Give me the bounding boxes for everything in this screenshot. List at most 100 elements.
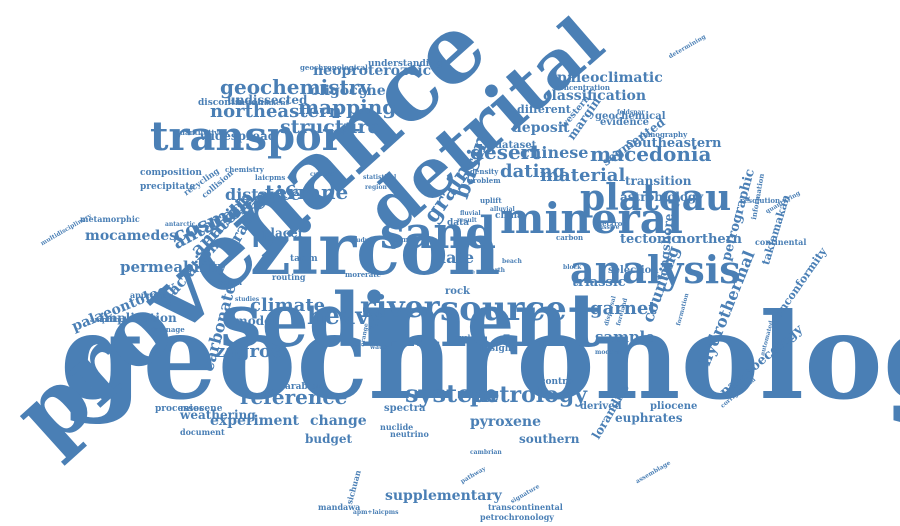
cloud-word: pliocene (650, 400, 698, 412)
cloud-word: time (395, 235, 413, 245)
cloud-word: weathering (180, 408, 256, 423)
cloud-word: apm+laicpms (353, 509, 399, 517)
cloud-word: amphibole (90, 315, 132, 325)
cloud-word: paleoclimatic (557, 69, 663, 86)
cloud-word: pathway (459, 465, 488, 486)
cloud-word: quantitative (175, 128, 223, 138)
cloud-word: geochronology (60, 287, 900, 427)
cloud-word: continental (755, 237, 807, 248)
cloud-word: insight (480, 343, 516, 354)
cloud-word: sample (595, 327, 655, 346)
cloud-word: plateau (580, 177, 732, 220)
cloud-word: southern (519, 432, 580, 447)
cloud-word: geochronological (300, 63, 368, 73)
cloud-word: desert (470, 139, 541, 164)
cloud-word: petrology (470, 381, 588, 408)
cloud-word: material (540, 165, 626, 187)
cloud-word: precipitate (140, 181, 196, 192)
cloud-word: river (360, 290, 440, 326)
cloud-word: resolution (740, 196, 781, 206)
cloud-word: beach (502, 258, 522, 266)
cloud-word: transcontinental (488, 502, 563, 513)
cloud-word: density (470, 167, 499, 177)
cloud-word: heavy (307, 301, 384, 331)
cloud-word: region (365, 184, 387, 192)
cloud-word: concentration (555, 83, 610, 93)
cloud-word: placer (262, 226, 304, 241)
cloud-word: problem (468, 176, 501, 186)
cloud-word: euphrates (615, 411, 683, 426)
cloud-word: processes (155, 403, 205, 414)
cloud-word: discontinuous (198, 97, 270, 108)
cloud-word: northern (677, 232, 742, 248)
cloud-word: document (180, 427, 225, 438)
cloud-word: transition (625, 174, 692, 189)
cloud-word: composition (140, 167, 202, 178)
cloud-word: rock (445, 285, 470, 297)
cloud-word: petrochronology (480, 512, 554, 523)
cloud-word: classification (543, 87, 647, 104)
cloud-word: sichuan (344, 469, 363, 506)
cloud-word: terrane (265, 179, 349, 204)
cloud-word: spectra (384, 402, 426, 414)
cloud-word: more (345, 270, 366, 280)
cloud-word: earth (487, 267, 505, 275)
cloud-word: laicpms (255, 173, 286, 183)
cloud-word: neutrino (390, 429, 429, 440)
cloud-word: dating (500, 161, 566, 183)
cloud-word: arabian (285, 381, 324, 392)
cloud-word: geochemical (595, 110, 666, 122)
cloud-word: electron (595, 219, 628, 229)
cloud-word: china (495, 210, 523, 221)
cloud-word: routing (272, 272, 306, 283)
cloud-word: chemistry (225, 165, 264, 175)
cloud-word: southeastern (626, 136, 722, 152)
cloud-word: measurement (235, 98, 289, 108)
cloud-word: rate (365, 270, 381, 280)
cloud-word: chinese (520, 142, 589, 162)
cloud-word: result (457, 217, 477, 225)
cloud-word: distance (225, 184, 301, 204)
cloud-word: sediment (220, 278, 602, 365)
cloud-word: mandawa (318, 502, 361, 513)
cloud-word: model (235, 314, 277, 329)
cloud-word: cycle (455, 333, 475, 343)
cloud-word: fluvial (460, 210, 481, 218)
cloud-word: cunene (310, 171, 335, 179)
cloud-word: tectonic (620, 232, 680, 248)
cloud-word: source (440, 289, 567, 330)
cloud-word: system (405, 379, 498, 409)
cloud-word: geochemistry (220, 74, 371, 99)
cloud-word: mocamedes (85, 227, 178, 244)
cloud-word: alluvial (490, 206, 515, 214)
cloud-word: understanding (368, 58, 442, 69)
cloud-word: sand (380, 207, 497, 259)
cloud-word: water (370, 344, 389, 352)
cloud-word: experiment (210, 412, 300, 429)
cloud-word: evidence (600, 116, 650, 128)
cloud-word: garnet (590, 298, 657, 320)
cloud-word: data (447, 217, 470, 228)
cloud-word: antarctic (165, 221, 196, 229)
cloud-word: budget (305, 432, 353, 447)
cloud-word: oligocene (310, 82, 386, 99)
cloud-word: macedonia (590, 141, 712, 166)
cloud-word: uplift (480, 196, 502, 206)
cloud-word: mineral (500, 193, 683, 243)
cloud-word: transport (150, 113, 362, 161)
cloud-word: tarim (290, 253, 318, 264)
cloud-word: widespread (200, 129, 277, 144)
cloud-word: feldspar (617, 109, 645, 117)
cloud-word: analysis (570, 246, 741, 292)
cloud-word: different (517, 102, 571, 116)
cloud-word: tomography (640, 130, 688, 140)
cloud-word: mapping (298, 94, 397, 119)
cloud-word: control (540, 376, 577, 387)
cloud-word: metamorphic (80, 214, 140, 225)
cloud-word: undissected (227, 93, 308, 108)
cloud-word: astrobiology (620, 190, 704, 205)
cloud-word: permeability (120, 257, 227, 276)
cloud-word: miocene (180, 403, 223, 414)
cloud-word: zagros (215, 341, 282, 363)
cloud-word: late (440, 247, 475, 267)
